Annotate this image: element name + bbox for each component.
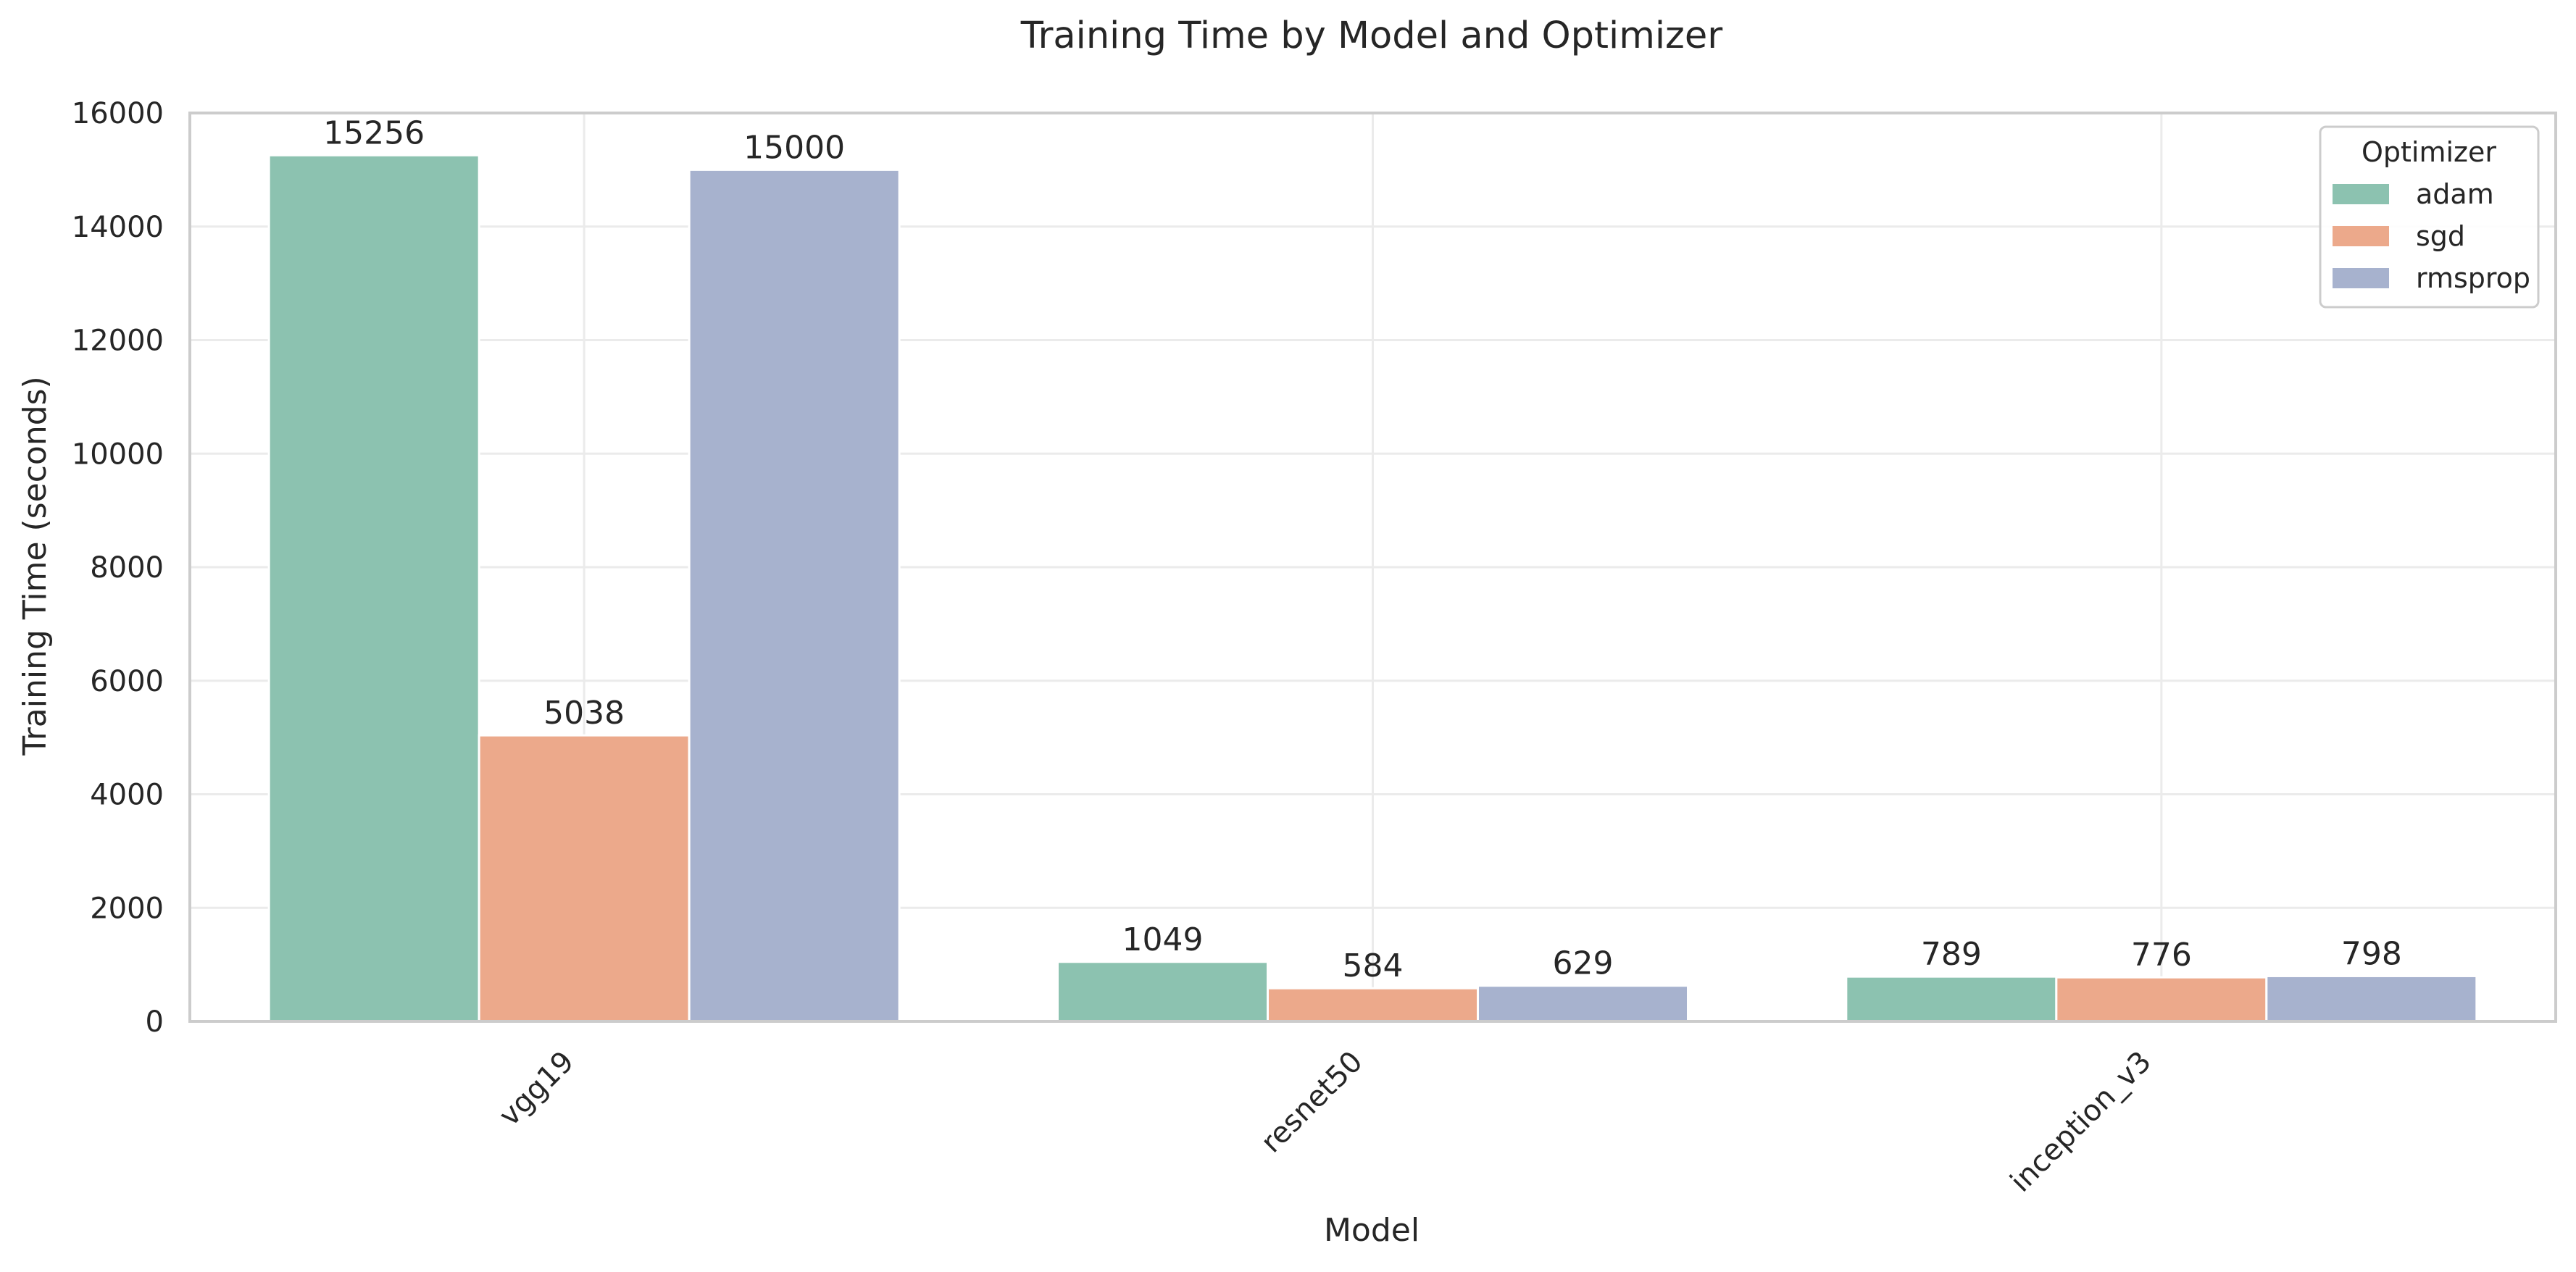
legend-title: Optimizer bbox=[2362, 136, 2496, 168]
bar bbox=[478, 734, 691, 1023]
bar bbox=[1267, 987, 1479, 1023]
bar bbox=[1056, 961, 1269, 1023]
bar-value-label: 15000 bbox=[743, 129, 845, 166]
bars-layer bbox=[267, 154, 2478, 1023]
legend-box bbox=[2319, 125, 2540, 309]
legend-entry-label: rmsprop bbox=[2416, 262, 2530, 294]
bar bbox=[267, 154, 480, 1023]
legend-entry-label: adam bbox=[2416, 178, 2494, 210]
y-tick-label: 4000 bbox=[90, 779, 164, 812]
legend-swatch bbox=[2333, 268, 2389, 288]
y-tick-label: 12000 bbox=[72, 325, 164, 358]
y-tick-label: 10000 bbox=[72, 438, 164, 471]
bar-value-label: 789 bbox=[1921, 936, 1982, 973]
y-tick-label: 8000 bbox=[90, 551, 164, 585]
bar-value-label: 584 bbox=[1343, 947, 1404, 984]
bar-value-label: 1049 bbox=[1122, 921, 1204, 958]
y-tick-label: 6000 bbox=[90, 665, 164, 698]
bar bbox=[688, 168, 901, 1023]
y-tick-label: 16000 bbox=[72, 97, 164, 130]
bar-value-label: 5038 bbox=[543, 695, 625, 732]
legend-swatch bbox=[2333, 184, 2389, 204]
chart-title: Training Time by Model and Optimizer bbox=[1020, 14, 1722, 57]
y-tick-label: 0 bbox=[146, 1005, 164, 1039]
plot-frame bbox=[188, 112, 2557, 1023]
x-axis-label: Model bbox=[1324, 1212, 1420, 1249]
bar-value-label: 776 bbox=[2131, 937, 2192, 974]
bar bbox=[1477, 984, 1689, 1023]
y-tick-label: 2000 bbox=[90, 892, 164, 925]
bar bbox=[1845, 975, 2058, 1023]
legend-swatch bbox=[2333, 226, 2389, 246]
bar bbox=[2055, 976, 2268, 1023]
y-tick-label: 14000 bbox=[72, 211, 164, 244]
legend-entry-label: sgd bbox=[2416, 220, 2465, 252]
bar bbox=[2265, 974, 2478, 1023]
bar-value-label: 15256 bbox=[323, 114, 425, 151]
bar-value-label: 798 bbox=[2341, 935, 2402, 972]
labels-layer: 15256 5038 15000 1049 584 629 789 776 798 bbox=[323, 114, 2402, 984]
bar-value-label: 629 bbox=[1553, 945, 1614, 982]
legend: Optimizer adam sgd rmsprop bbox=[2319, 125, 2540, 309]
legend-entries: adam sgd rmsprop bbox=[2333, 178, 2530, 294]
y-axis-label: Training Time (seconds) bbox=[17, 376, 54, 756]
